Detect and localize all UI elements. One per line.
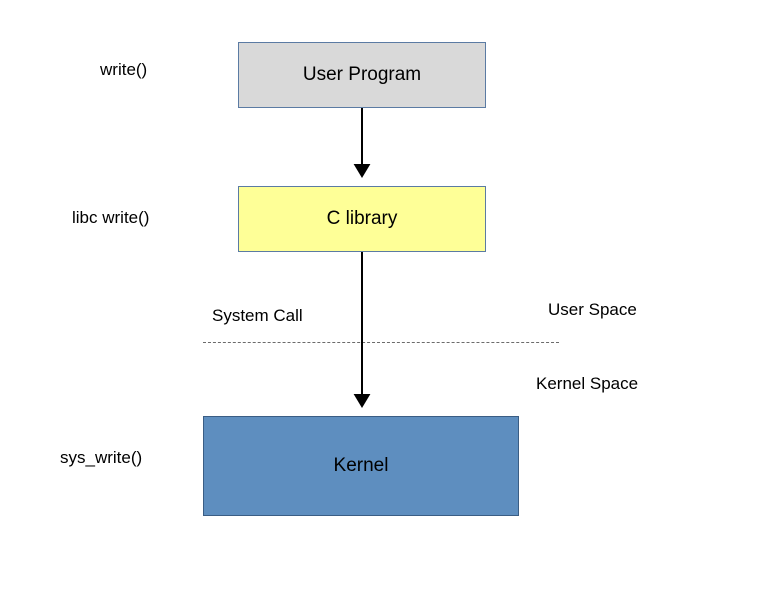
node-kernel: Kernel [203,416,519,516]
node-kernel-label: Kernel [334,455,389,477]
label-sys-write-text: sys_write() [60,448,142,467]
label-system-call-text: System Call [212,306,303,325]
node-c-library-label: C library [327,208,398,230]
label-user-space: User Space [548,300,637,320]
label-write: write() [100,60,147,80]
label-libc-write: libc write() [72,208,149,228]
diagram-canvas: User Program C library Kernel write() li… [0,0,768,599]
arrow-clibrary-to-kernel [344,252,380,426]
arrow-userprogram-to-clibrary [344,108,380,196]
label-kernel-space-text: Kernel Space [536,374,638,393]
label-write-text: write() [100,60,147,79]
label-system-call: System Call [212,306,303,326]
label-libc-write-text: libc write() [72,208,149,227]
space-divider [203,342,559,343]
label-sys-write: sys_write() [60,448,142,468]
label-kernel-space: Kernel Space [536,374,638,394]
label-user-space-text: User Space [548,300,637,319]
node-user-program-label: User Program [303,64,421,86]
node-user-program: User Program [238,42,486,108]
